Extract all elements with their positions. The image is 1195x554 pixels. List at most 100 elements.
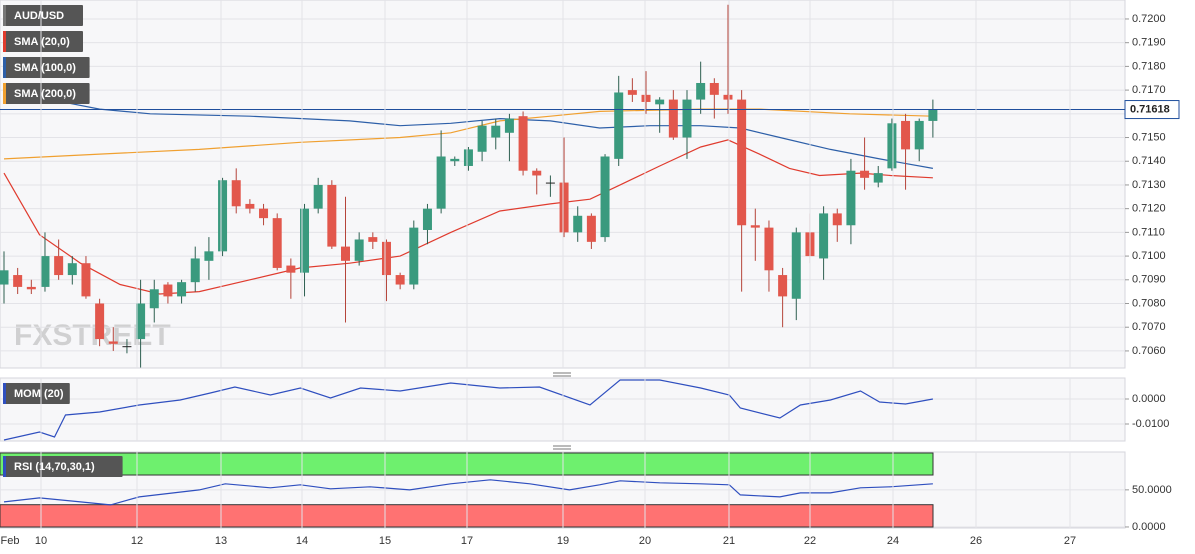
candle-body [190,258,200,283]
candle-body [532,170,542,176]
legend-label: SMA (20,0) [14,36,70,48]
candle-body [614,92,624,159]
candle-body [586,215,596,242]
candle-body [13,275,23,287]
candle-body [81,263,91,297]
candle-body [573,215,583,233]
candle-body [67,263,77,276]
candle-body [313,184,323,209]
candle-body [696,82,706,100]
y-tick-label: 0.7070 [1132,321,1166,333]
plot [3,379,934,441]
candle-body [641,94,651,102]
y-tick-label: 0.7120 [1132,203,1166,215]
x-tick-label: 22 [804,535,816,547]
candle-body [381,241,391,276]
candle-body [682,99,692,138]
candle-body [204,251,214,261]
watermark: FXSTREET [14,319,171,352]
candle-body [655,99,665,105]
y-tick-label: 0.7130 [1132,179,1166,191]
legend-box [3,31,83,52]
candle-body [0,270,9,285]
candle-body [737,99,747,226]
candle-body [95,303,105,340]
candle-body [463,149,473,166]
y-tick-label: 0.7190 [1132,37,1166,49]
candle-body [819,213,829,259]
candle-body [832,213,842,226]
y-tick-label: 0.0000 [1132,521,1166,533]
y-tick-label: 0.7150 [1132,131,1166,143]
candle-body [177,282,187,297]
x-tick-label: 14 [296,535,308,547]
legend-label: SMA (200,0) [14,88,76,100]
candle-body [450,158,460,162]
last-price-label: 0.71618 [1130,103,1170,115]
legend-swatch [3,31,6,52]
candle-body [218,180,228,252]
candle-body [518,116,528,171]
legend-box [3,383,70,404]
x-tick-label: 27 [1064,535,1076,547]
candle-body [846,170,856,226]
legend-label: RSI (14,70,30,1) [14,461,95,473]
candle-body [791,232,801,299]
y-tick-label: 0.7200 [1132,13,1166,25]
candle-body [709,82,719,95]
y-tick-label: 0.7080 [1132,297,1166,309]
y-tick-label: 0.7180 [1132,60,1166,72]
candle-body [136,303,146,340]
y-tick-label: 50.0000 [1132,484,1172,496]
x-tick-label: Feb [1,535,20,547]
legend-box [3,57,90,78]
x-tick-label: 17 [461,535,473,547]
candle-body [477,125,487,152]
candle-body [259,208,269,219]
candle-body [559,182,569,233]
last-price-box [1124,100,1180,120]
candle-body [26,286,36,290]
y-tick-label: 0.7060 [1132,345,1166,357]
candle-body [368,237,378,242]
x-tick-label: 26 [970,535,982,547]
legend-swatch [3,456,6,477]
series-line [3,379,934,441]
y-tick-label: 0.7110 [1132,226,1165,238]
resize-handle[interactable] [553,445,571,450]
series-line [3,479,933,506]
legend-swatch [3,5,6,26]
x-tick-label: 13 [215,535,227,547]
candle-body [341,246,350,261]
candle-body [286,265,296,273]
candle-body [750,225,760,228]
candle-body [928,109,938,121]
candle-body [723,94,733,100]
candle-body [491,125,501,138]
candle-body [436,156,446,209]
candle-body [860,170,870,178]
candle-body [914,120,924,150]
x-tick-label: 12 [131,535,143,547]
candle-body [627,90,637,95]
candle-body [764,227,774,271]
y-tick-label: 0.7090 [1132,274,1166,286]
candle-body [122,346,132,348]
y-tick-label: 0.7170 [1132,84,1166,96]
candle-body [504,118,514,133]
legend-swatch [3,383,6,404]
candle-body [873,173,883,183]
candle-body [901,120,911,150]
candle-body [545,182,555,184]
candle-body [354,239,364,261]
x-tick-label: 10 [35,535,47,547]
x-tick-label: 20 [639,535,651,547]
legend-swatch [3,83,6,104]
candle-body [300,208,310,273]
candle-body [163,284,173,297]
y-tick-label: 0.7140 [1132,155,1166,167]
resize-handle[interactable] [553,372,571,377]
y-tick-label: 0.7100 [1132,250,1166,262]
